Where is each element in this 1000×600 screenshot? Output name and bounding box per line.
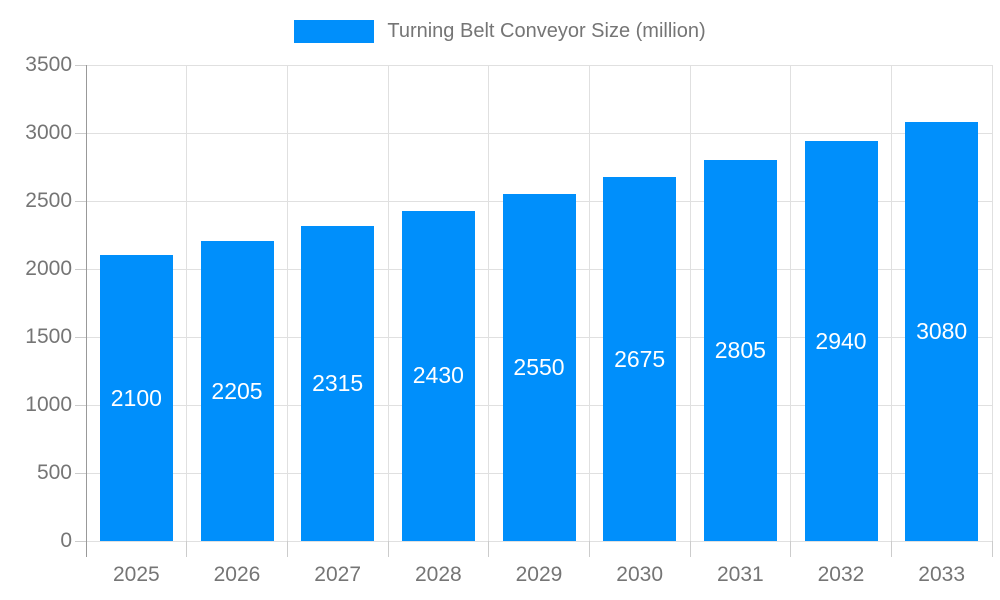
bar-value-label: 2805 — [714, 336, 766, 363]
bar-value-label: 2675 — [614, 345, 666, 372]
h-gridline — [86, 132, 992, 134]
x-tick-mark — [991, 541, 993, 557]
bar-value-label: 3080 — [916, 318, 968, 345]
y-axis-tick-label: 3500 — [25, 53, 72, 76]
h-gridline — [86, 64, 992, 66]
y-axis-tick-label: 3000 — [25, 121, 72, 144]
y-axis-tick-label: 0 — [60, 529, 72, 552]
y-tick-mark — [75, 132, 86, 134]
x-axis-tick-label: 2027 — [314, 563, 362, 586]
bar[interactable]: 2940 — [804, 141, 878, 541]
x-axis-tick-label: 2025 — [112, 563, 160, 586]
v-gridline — [991, 65, 993, 541]
v-gridline — [387, 65, 389, 541]
plot-area: 2100 2205 2315 2430 2550 2675 2805 2940 3080 — [86, 64, 993, 542]
bar-value-label: 2100 — [110, 384, 162, 411]
y-tick-mark — [75, 404, 86, 406]
x-axis-tick-label: 2029 — [515, 563, 563, 586]
bar[interactable]: 2675 — [603, 177, 677, 541]
x-axis-tick-label: 2032 — [817, 563, 865, 586]
bar[interactable]: 3080 — [905, 122, 979, 541]
y-tick-mark — [75, 268, 86, 270]
x-tick-mark — [790, 541, 792, 557]
y-axis-tick-label: 2000 — [25, 257, 72, 280]
legend-swatch-icon — [294, 20, 375, 43]
v-gridline — [186, 65, 188, 541]
x-tick-mark — [588, 541, 590, 557]
bar-value-label: 2205 — [211, 377, 263, 404]
v-gridline — [488, 65, 490, 541]
bar-value-label: 2430 — [412, 362, 464, 389]
x-tick-mark — [890, 541, 892, 557]
x-axis-tick-label: 2030 — [616, 563, 664, 586]
y-axis-tick-label: 1500 — [25, 325, 72, 348]
legend[interactable]: Turning Belt Conveyor Size (million) — [0, 20, 1000, 43]
y-axis-tick-label: 1000 — [25, 393, 72, 416]
h-gridline — [86, 540, 992, 542]
bar[interactable]: 2100 — [99, 255, 173, 541]
y-tick-mark — [75, 200, 86, 202]
v-gridline — [890, 65, 892, 541]
bar-value-label: 2550 — [513, 354, 565, 381]
x-axis-tick-label: 2031 — [716, 563, 764, 586]
y-axis-tick-label: 500 — [36, 461, 72, 484]
y-tick-mark — [75, 64, 86, 66]
x-tick-mark — [488, 541, 490, 557]
x-tick-mark — [286, 541, 288, 557]
y-tick-mark — [75, 336, 86, 338]
v-gridline — [286, 65, 288, 541]
x-axis-tick-label: 2028 — [414, 563, 462, 586]
x-tick-mark — [387, 541, 389, 557]
bar-value-label: 2940 — [815, 327, 867, 354]
legend-label: Turning Belt Conveyor Size (million) — [387, 20, 706, 42]
bar[interactable]: 2550 — [502, 194, 576, 541]
v-gridline — [790, 65, 792, 541]
bar[interactable]: 2430 — [401, 210, 475, 541]
v-gridline — [689, 65, 691, 541]
y-tick-mark — [75, 472, 86, 474]
bar-value-label: 2315 — [312, 370, 364, 397]
x-axis-tick-label: 2026 — [213, 563, 261, 586]
x-axis-tick-label: 2033 — [918, 563, 966, 586]
bar[interactable]: 2315 — [301, 226, 375, 541]
v-gridline — [588, 65, 590, 541]
y-axis-line — [85, 65, 87, 557]
bar[interactable]: 2205 — [200, 241, 274, 541]
y-axis-tick-label: 2500 — [25, 189, 72, 212]
y-tick-mark — [75, 540, 86, 542]
x-tick-mark — [689, 541, 691, 557]
x-tick-mark — [186, 541, 188, 557]
bar[interactable]: 2805 — [703, 159, 777, 541]
